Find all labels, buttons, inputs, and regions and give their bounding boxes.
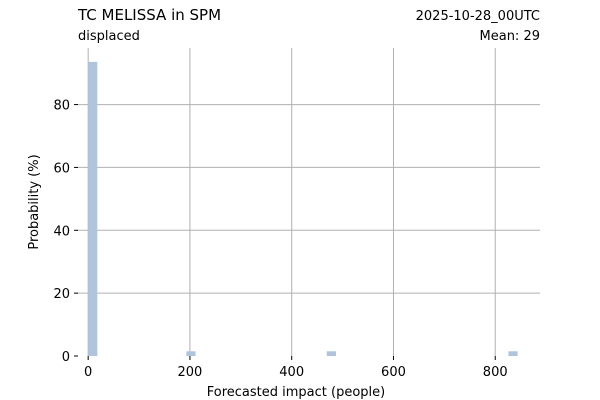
grid-lines — [78, 48, 540, 356]
x-tick-label: 800 — [483, 365, 508, 380]
mean-value: Mean: 29 — [480, 29, 540, 44]
y-axis-ticks: 0 20 40 60 80 — [53, 99, 78, 365]
chart-subtitle: displaced — [78, 29, 140, 44]
y-tick-label: 40 — [53, 224, 70, 239]
bars — [88, 61, 518, 356]
x-axis-ticks: 0 200 400 600 800 — [84, 356, 508, 380]
histogram-bar — [88, 61, 98, 356]
chart-title: TC MELISSA in SPM — [77, 6, 221, 24]
x-tick-label: 200 — [178, 365, 203, 380]
x-tick-label: 600 — [381, 365, 406, 380]
histogram-bar — [508, 351, 518, 356]
x-tick-label: 400 — [279, 365, 304, 380]
forecast-date: 2025-10-28_00UTC — [416, 9, 540, 24]
y-tick-label: 20 — [53, 287, 70, 302]
x-tick-label: 0 — [84, 365, 92, 380]
y-axis-label: Probability (%) — [27, 154, 42, 249]
y-tick-label: 60 — [53, 161, 70, 176]
histogram-bar — [326, 351, 336, 356]
y-tick-label: 0 — [62, 350, 70, 365]
histogram-bar — [186, 351, 196, 356]
y-tick-label: 80 — [53, 99, 70, 114]
x-axis-label: Forecasted impact (people) — [207, 385, 385, 400]
